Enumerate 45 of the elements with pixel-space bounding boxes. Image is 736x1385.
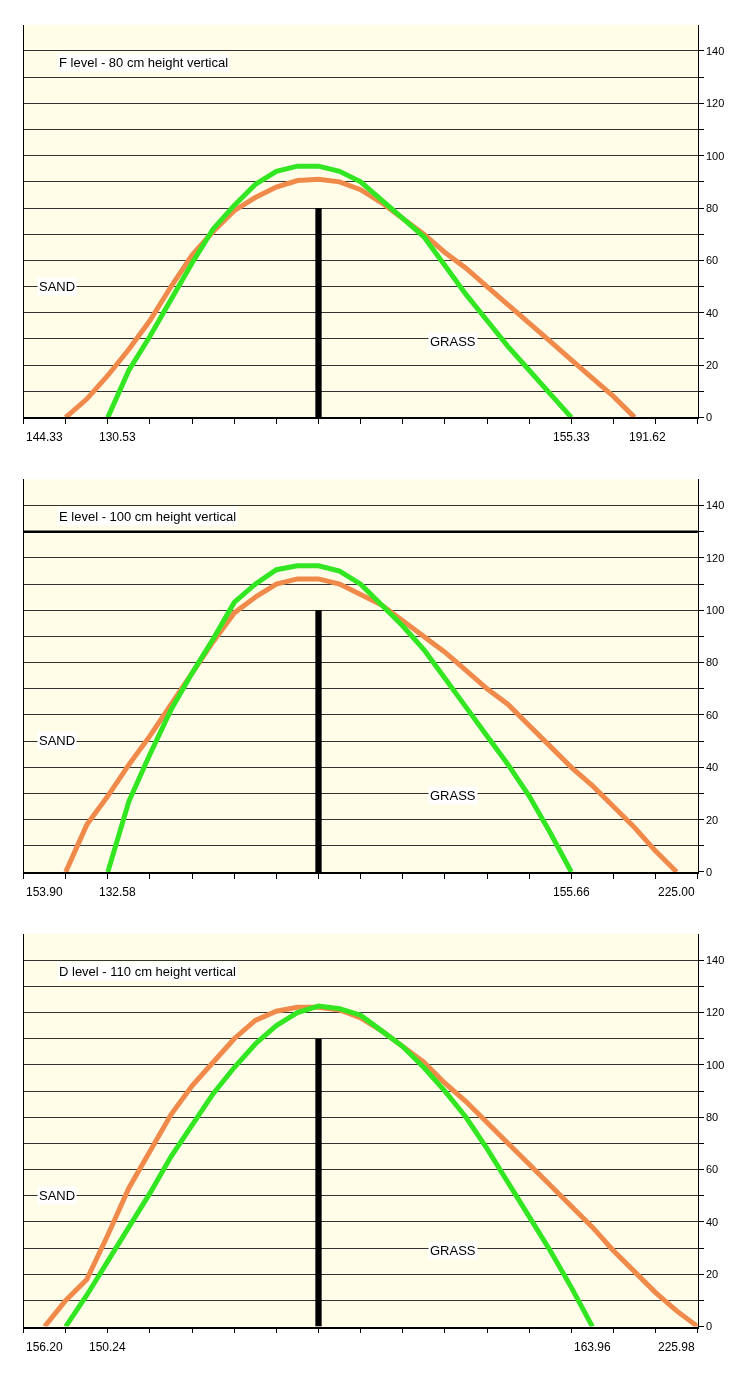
y-tick-label: 40 xyxy=(705,761,719,774)
text: 150.24 xyxy=(89,1340,127,1354)
annotation: SAND xyxy=(39,1188,76,1203)
text: E level - 100 cm height vertical xyxy=(59,509,237,524)
text: 163.96 xyxy=(574,1340,612,1354)
y-tick-label: 120 xyxy=(705,1006,725,1019)
text: 225.00 xyxy=(658,885,696,899)
y-tick-label: 40 xyxy=(705,306,719,319)
y-tick-label: 0 xyxy=(705,865,713,878)
annotation: GRASS xyxy=(430,1243,476,1258)
text: 155.33 xyxy=(553,430,591,444)
y-tick-label: 20 xyxy=(705,813,719,826)
y-tick-label: 0 xyxy=(705,1320,713,1333)
text: 156.20 xyxy=(26,1340,64,1354)
text: 144.33 xyxy=(26,430,64,444)
y-tick-label: 80 xyxy=(705,1111,719,1124)
text: F level - 80 cm height vertical xyxy=(59,55,229,70)
annotation: GRASS xyxy=(430,334,476,349)
annotation: SAND xyxy=(39,733,76,748)
y-tick-label: 20 xyxy=(705,358,719,371)
y-tick-label: 60 xyxy=(705,708,719,721)
annotation: SAND xyxy=(39,279,76,294)
y-tick-label: 140 xyxy=(705,954,725,967)
y-tick-label: 120 xyxy=(705,551,725,564)
y-tick-label: 120 xyxy=(705,97,725,110)
text: 225.98 xyxy=(658,1340,696,1354)
y-tick-label: 40 xyxy=(705,1215,719,1228)
text: 130.53 xyxy=(99,430,137,444)
y-tick-label: 60 xyxy=(705,254,719,267)
y-tick-label: 100 xyxy=(705,604,725,617)
y-tick-label: 0 xyxy=(705,411,713,424)
y-tick-label: 140 xyxy=(705,499,725,512)
annotation: GRASS xyxy=(430,788,476,803)
y-tick-label: 80 xyxy=(705,656,719,669)
y-tick-label: 100 xyxy=(705,1058,725,1071)
y-tick-label: 60 xyxy=(705,1163,719,1176)
y-tick-label: 100 xyxy=(705,149,725,162)
y-tick-label: 80 xyxy=(705,201,719,214)
y-tick-label: 140 xyxy=(705,44,725,57)
text: 132.58 xyxy=(99,885,137,899)
text: 153.90 xyxy=(26,885,64,899)
y-tick-label: 20 xyxy=(705,1268,719,1281)
text: D level - 110 cm height vertical xyxy=(59,964,236,979)
text: 191.62 xyxy=(629,430,667,444)
text: 155.66 xyxy=(553,885,591,899)
